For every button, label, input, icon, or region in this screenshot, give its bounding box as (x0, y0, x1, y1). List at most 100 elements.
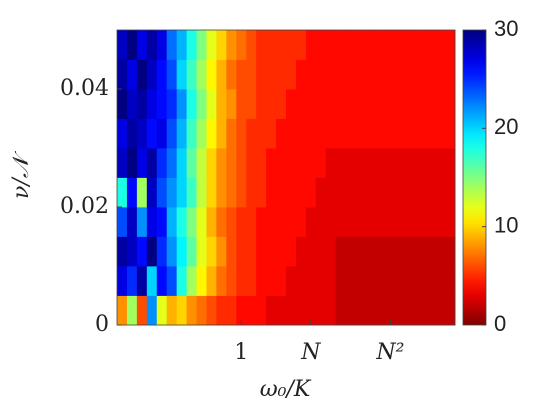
heat-cell (266, 295, 277, 326)
heat-cell (415, 30, 426, 60)
heat-cell (166, 118, 178, 149)
heat-cell (295, 295, 307, 326)
heat-cell (385, 89, 396, 119)
heat-cell (305, 266, 317, 296)
heat-cell (146, 148, 158, 178)
heat-cell (305, 295, 317, 326)
heat-cell (186, 207, 197, 237)
heat-cell (206, 118, 217, 149)
heat-cell (405, 295, 416, 326)
heat-cell (156, 89, 168, 119)
heat-cell (435, 30, 446, 60)
heat-cell (226, 89, 237, 119)
heat-cell (395, 30, 406, 60)
heat-cell (335, 148, 347, 178)
heat-cell (146, 266, 158, 296)
heat-cell (146, 89, 158, 119)
heat-cell (425, 295, 436, 326)
heat-cell (445, 59, 456, 90)
heat-cell (266, 266, 277, 296)
heat-cell (365, 295, 376, 326)
heat-cell (375, 30, 386, 60)
heat-cell (206, 295, 217, 326)
heat-cell (246, 59, 257, 90)
heat-cell (226, 295, 237, 326)
heat-cell (156, 30, 168, 60)
heat-cell (295, 89, 307, 119)
heat-cell (216, 89, 227, 119)
heat-cell (216, 118, 227, 149)
heat-cell (266, 89, 277, 119)
heat-cell (266, 207, 277, 237)
heat-cell (216, 266, 227, 296)
heat-cell (117, 59, 128, 90)
heat-cell (246, 89, 257, 119)
heat-cell (256, 89, 267, 119)
heat-cell (266, 30, 277, 60)
heat-cell (385, 118, 396, 149)
heat-cell (375, 236, 386, 267)
heat-cell (405, 236, 416, 267)
heat-cell (226, 236, 237, 267)
heat-cell (435, 266, 446, 296)
heat-cell (226, 148, 237, 178)
heat-cell (286, 30, 297, 60)
heat-cell (236, 266, 247, 296)
heat-cell (295, 207, 307, 237)
heat-cell (425, 148, 436, 178)
heat-cell (196, 118, 207, 149)
heat-cell (445, 118, 456, 149)
heat-cell (117, 266, 128, 296)
heat-cell (425, 177, 436, 208)
heat-cell (435, 59, 446, 90)
x-tick-label: N (300, 340, 321, 365)
heat-cell (435, 295, 446, 326)
heat-cell (345, 177, 356, 208)
heat-cell (117, 30, 128, 60)
heat-cell (196, 266, 207, 296)
heat-cell (335, 59, 347, 90)
heat-cell (375, 177, 386, 208)
heat-cell (355, 177, 366, 208)
heat-cell (305, 236, 317, 267)
heat-cell (395, 118, 406, 149)
heat-cell (126, 207, 138, 237)
heat-cell (136, 118, 148, 149)
heat-cell (375, 207, 386, 237)
heat-cell (295, 118, 307, 149)
heat-cell (385, 295, 396, 326)
heat-cell (345, 89, 356, 119)
heat-cell (166, 59, 178, 90)
heat-cell (216, 177, 227, 208)
heat-cell (385, 148, 396, 178)
heat-cell (256, 207, 267, 237)
heat-cell (136, 89, 148, 119)
heat-cell (325, 30, 337, 60)
heat-cell (126, 89, 138, 119)
heat-cell (196, 30, 207, 60)
heat-cell (156, 118, 168, 149)
heat-cell (246, 148, 257, 178)
heat-cell (166, 30, 178, 60)
heat-cell (146, 207, 158, 237)
heat-cell (216, 59, 227, 90)
heat-cell (206, 207, 217, 237)
heat-cell (216, 148, 227, 178)
heat-cell (186, 30, 197, 60)
heat-cell (355, 266, 366, 296)
heat-cell (276, 207, 287, 237)
heat-cell (186, 148, 197, 178)
heat-cell (236, 118, 247, 149)
heat-cell (395, 89, 406, 119)
heat-cell (206, 89, 217, 119)
heat-cell (146, 59, 158, 90)
heat-cell (365, 118, 376, 149)
heat-cell (226, 118, 237, 149)
heat-cell (365, 207, 376, 237)
heat-cell (186, 236, 197, 267)
heat-cell (206, 59, 217, 90)
heat-cell (395, 266, 406, 296)
heat-cell (345, 118, 356, 149)
heat-cell (216, 236, 227, 267)
heat-cell (256, 118, 267, 149)
